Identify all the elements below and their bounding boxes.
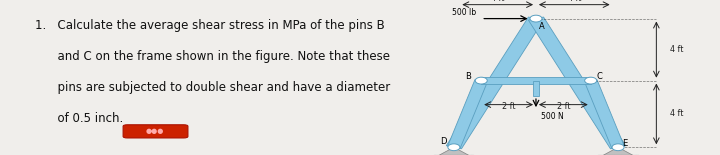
Circle shape [530, 15, 542, 22]
Text: A: A [539, 22, 544, 31]
Text: 4 ft: 4 ft [567, 0, 581, 3]
Polygon shape [439, 147, 469, 155]
Polygon shape [585, 80, 624, 148]
Circle shape [475, 77, 487, 84]
Text: of 0.5 inch.: of 0.5 inch. [35, 112, 123, 125]
Text: 500 lb: 500 lb [451, 8, 476, 17]
Polygon shape [481, 77, 590, 84]
Text: 4 ft: 4 ft [670, 109, 683, 118]
Text: C: C [596, 72, 602, 81]
Text: B: B [465, 72, 471, 81]
Polygon shape [448, 80, 487, 148]
Text: 2 ft: 2 ft [502, 102, 516, 111]
Text: ●●●: ●●● [145, 128, 164, 134]
Text: and C on the frame shown in the figure. Note that these: and C on the frame shown in the figure. … [35, 50, 390, 63]
Polygon shape [533, 81, 539, 96]
Text: 2 ft: 2 ft [557, 102, 570, 111]
Polygon shape [528, 17, 626, 149]
Circle shape [448, 144, 460, 151]
FancyBboxPatch shape [123, 125, 188, 138]
Text: D: D [440, 137, 446, 146]
Text: 4 ft: 4 ft [670, 45, 683, 54]
Text: 1.   Calculate the average shear stress in MPa of the pins B: 1. Calculate the average shear stress in… [35, 19, 384, 32]
Circle shape [612, 144, 624, 151]
Polygon shape [446, 17, 544, 149]
Text: E: E [622, 139, 627, 148]
Polygon shape [603, 147, 633, 155]
Text: 4 ft: 4 ft [491, 0, 504, 3]
Circle shape [585, 77, 597, 84]
Text: pins are subjected to double shear and have a diameter: pins are subjected to double shear and h… [35, 81, 390, 94]
Text: 500 N: 500 N [541, 112, 564, 121]
